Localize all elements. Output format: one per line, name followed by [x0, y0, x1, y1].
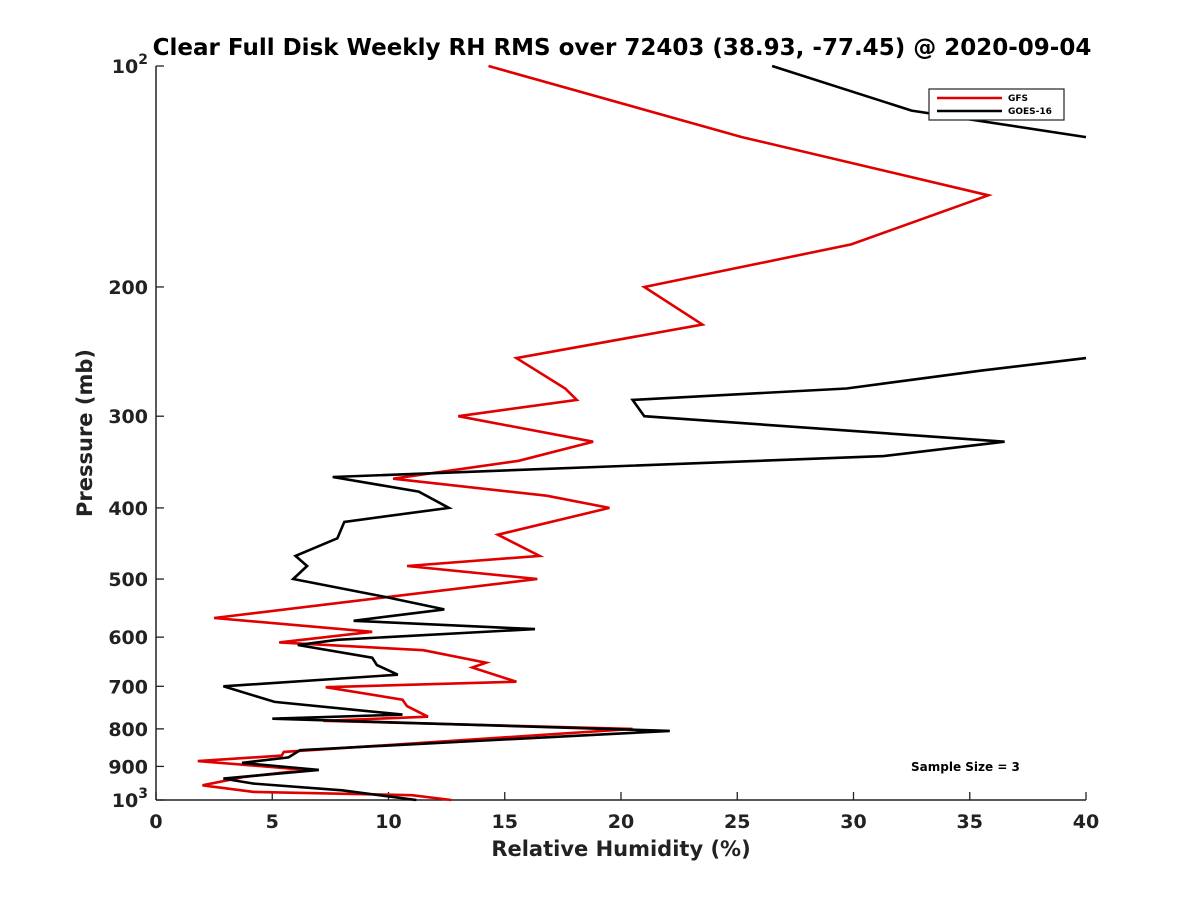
chart-title: Clear Full Disk Weekly RH RMS over 72403…	[153, 35, 1092, 61]
y-tick-label: 400	[108, 498, 148, 520]
x-tick-label: 35	[957, 811, 983, 833]
y-tick-label: 103	[112, 786, 148, 812]
series-line-goes16	[223, 64, 1087, 802]
series-layer	[197, 64, 1087, 802]
sample-size-annotation: Sample Size = 3	[911, 760, 1020, 774]
legend-box	[928, 88, 1065, 121]
y-tick-label: 700	[108, 676, 148, 698]
x-tick-label: 10	[375, 811, 401, 833]
y-axis-label: Pressure (mb)	[73, 349, 97, 517]
legend-label-goes16: GOES-16	[1008, 107, 1052, 117]
series-line-gfs	[197, 64, 993, 802]
y-tick-label: 300	[108, 406, 148, 428]
y-tick-label: 800	[108, 719, 148, 741]
y-tick-label: 600	[108, 627, 148, 649]
x-tick-label: 30	[840, 811, 866, 833]
plot-box	[155, 66, 1086, 801]
x-tick-label: 40	[1073, 811, 1099, 833]
x-tick-label: 20	[608, 811, 634, 833]
x-tick-label: 15	[492, 811, 518, 833]
x-tick-label: 25	[724, 811, 750, 833]
y-tick-label: 102	[112, 52, 148, 78]
y-tick-label: 500	[108, 569, 148, 591]
legend-label-gfs: GFS	[1008, 94, 1028, 104]
y-ticks: 102 200 300 400 500 600 700 800 900 103	[108, 52, 164, 812]
x-ticks: 0 5 10 15 20 25 30 35 40	[149, 792, 1099, 833]
x-axis-label: Relative Humidity (%)	[491, 837, 750, 861]
x-tick-label: 0	[149, 811, 162, 833]
y-tick-label: 200	[108, 277, 148, 299]
legend: GFS GOES-16	[928, 88, 1065, 121]
y-tick-label: 900	[108, 756, 148, 778]
x-tick-label: 5	[266, 811, 279, 833]
